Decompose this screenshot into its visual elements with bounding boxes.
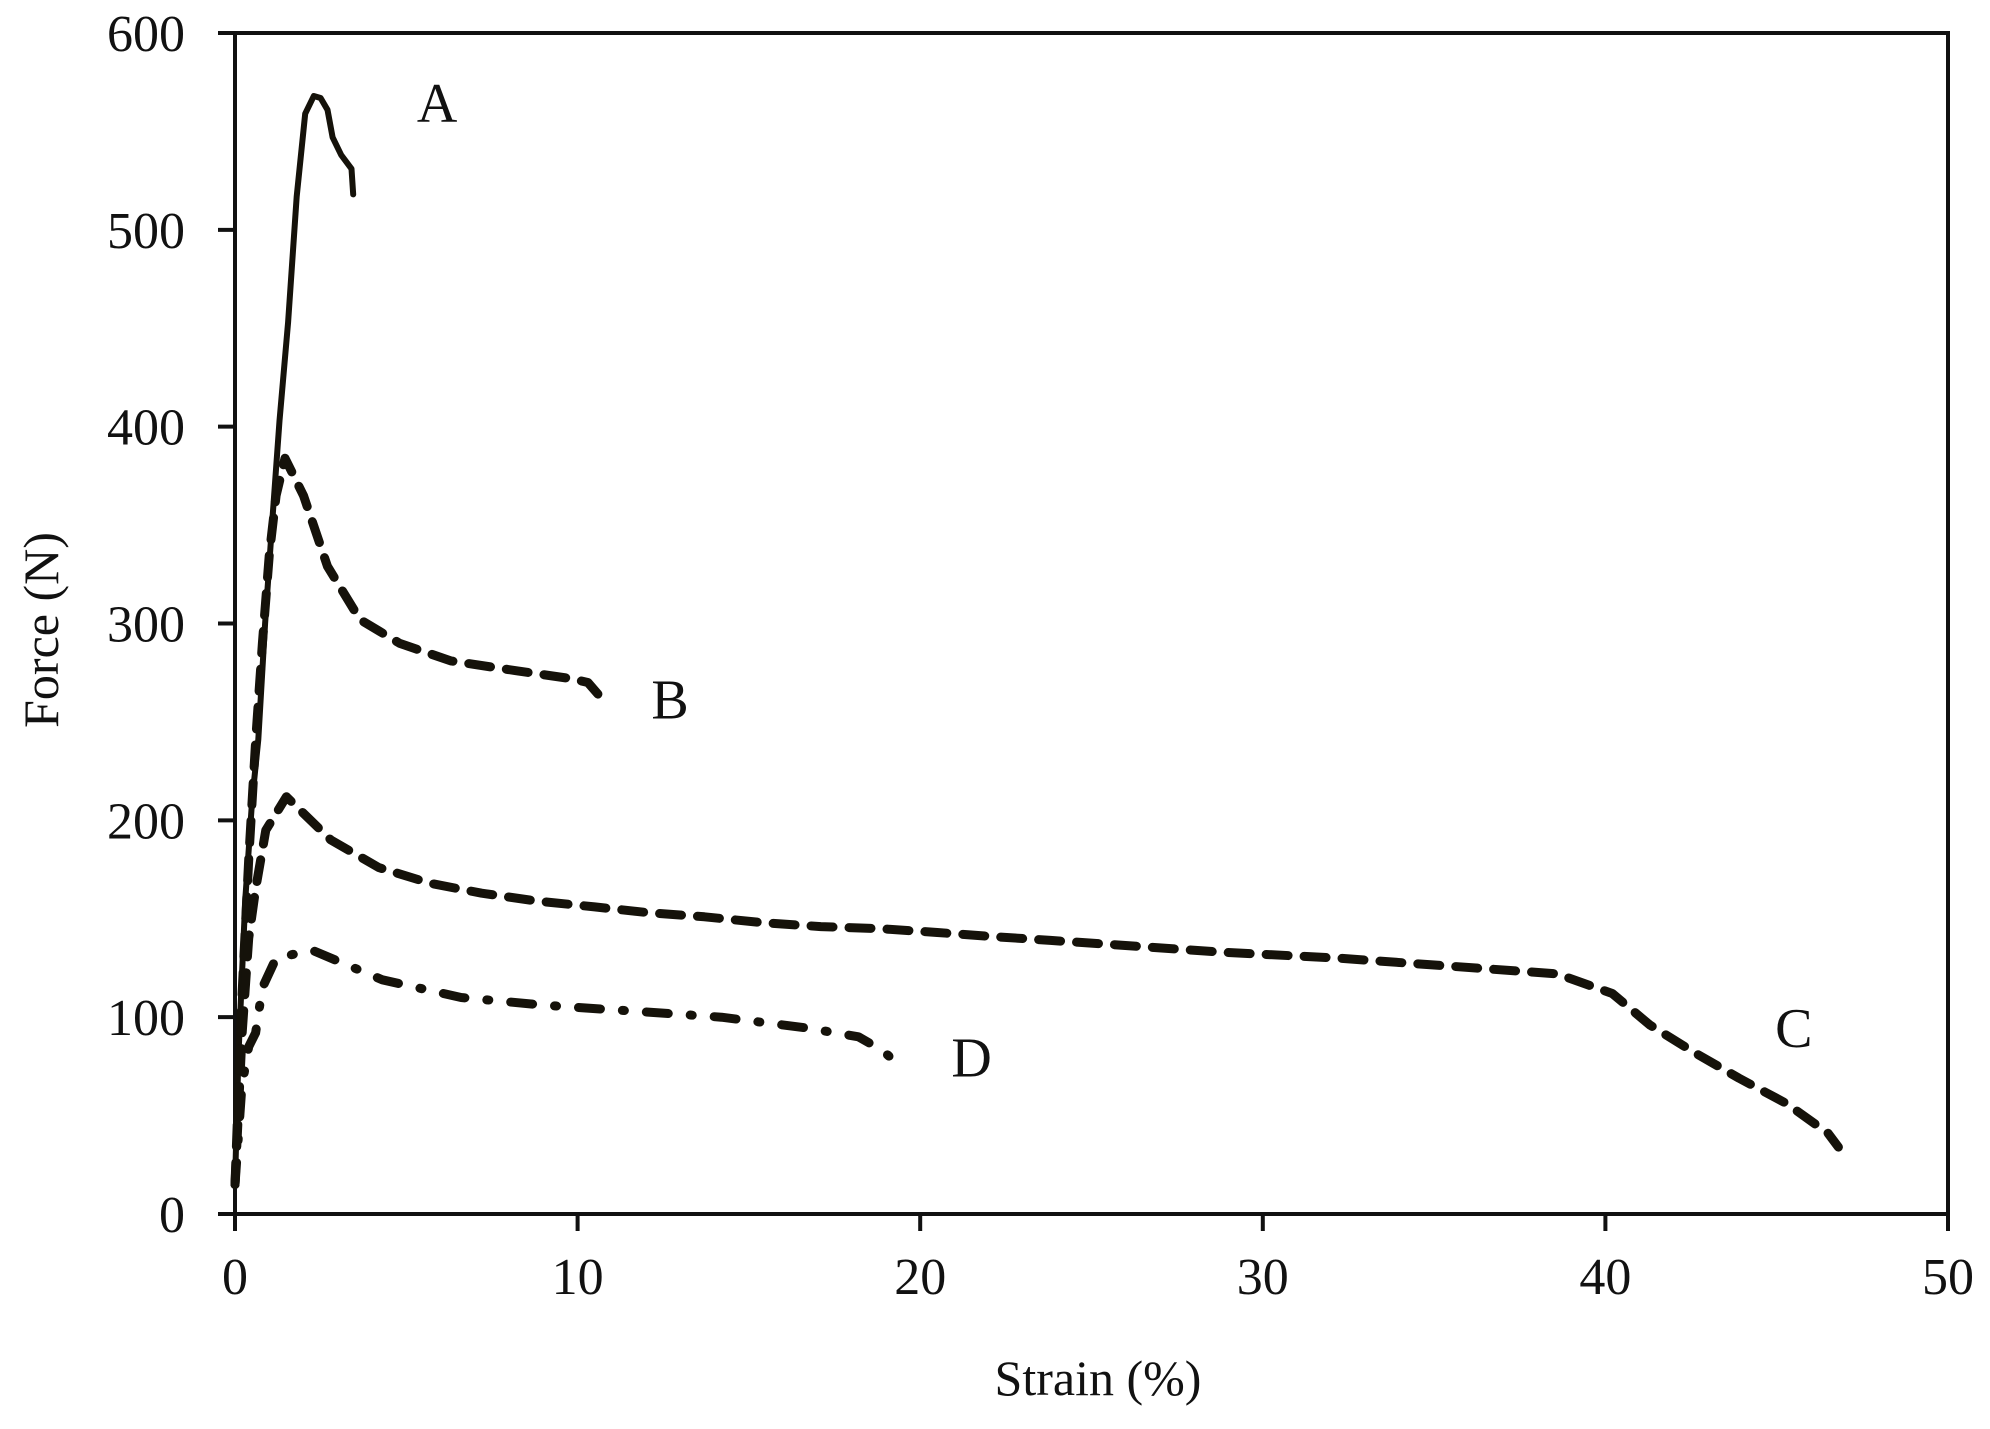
x-tick-label: 20 xyxy=(894,1249,946,1306)
series-layer xyxy=(230,93,1843,1189)
series-b-line xyxy=(230,453,603,1189)
series-c-line xyxy=(230,792,1843,1189)
series-label-c: C xyxy=(1775,998,1812,1060)
series-label-b: B xyxy=(651,669,688,731)
y-tick-label: 100 xyxy=(107,990,185,1047)
y-tick-label: 300 xyxy=(107,597,185,654)
x-tick-label: 0 xyxy=(222,1249,248,1306)
x-tick-label: 10 xyxy=(552,1249,604,1306)
x-axis-ticks: 0 10 20 30 40 50 xyxy=(222,1214,1974,1306)
series-label-a: A xyxy=(417,73,458,135)
y-tick-label: 400 xyxy=(107,400,185,457)
y-tick-label: 600 xyxy=(107,6,185,63)
x-tick-label: 50 xyxy=(1922,1249,1974,1306)
y-tick-label: 200 xyxy=(107,793,185,850)
y-tick-label: 500 xyxy=(107,203,185,260)
plot-frame xyxy=(233,31,1950,1216)
plot-border xyxy=(233,31,1950,1216)
series-d-line xyxy=(230,945,894,1189)
series-label-d: D xyxy=(951,1028,991,1090)
x-tick-label: 30 xyxy=(1237,1249,1289,1306)
x-tick-label: 40 xyxy=(1579,1249,1631,1306)
x-axis-title: Strain (%) xyxy=(995,1350,1202,1406)
y-axis-title: Force (N) xyxy=(13,532,69,728)
y-axis-ticks: 0 100 200 300 400 500 600 xyxy=(107,6,235,1244)
series-a-line xyxy=(232,93,357,1188)
y-tick-label: 0 xyxy=(159,1187,185,1244)
